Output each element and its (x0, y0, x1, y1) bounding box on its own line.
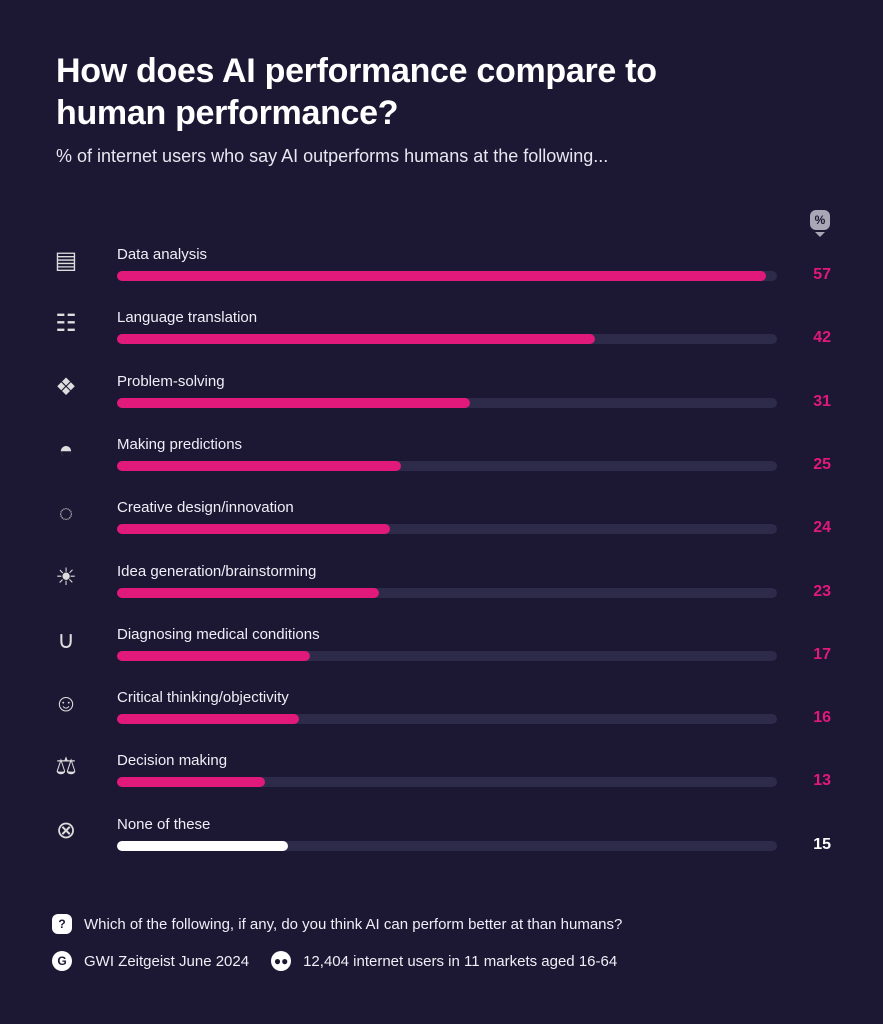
percent-badge: % (810, 210, 830, 237)
gwi-logo-icon: G (52, 951, 72, 971)
bar-value: 15 (813, 835, 831, 853)
bar (117, 334, 595, 345)
puzzle-icon: ❖ (55, 373, 77, 401)
bar-label: Data analysis (117, 246, 208, 263)
bar-track (117, 524, 777, 535)
stethoscope-icon: ∪ (57, 626, 75, 654)
scales-icon: ⚖ (55, 753, 77, 781)
bar-label: None of these (117, 815, 211, 833)
bar-row: ◌ Creative design/innovation 24 (0, 499, 883, 568)
lightbulb-icon: ☀ (55, 563, 77, 591)
bar-row: ❖ Problem-solving 31 (0, 373, 883, 442)
bar-label: Problem-solving (117, 372, 225, 390)
bar (117, 524, 391, 535)
chart-subtitle: % of internet users who say AI outperfor… (56, 146, 609, 166)
bar-row: ⊗ None of these 15 (0, 816, 883, 885)
bar (117, 650, 311, 661)
users-icon: ●● (271, 951, 292, 971)
sample-text: 12,404 internet users in 11 markets aged… (303, 952, 618, 970)
bar-value: 25 (813, 455, 831, 473)
bar (117, 460, 402, 471)
bar-value: 17 (813, 645, 831, 663)
discussion-people-icon: ☺ (53, 690, 79, 718)
bar-track (117, 460, 777, 471)
bar (117, 714, 300, 725)
source-text: GWI Zeitgeist June 2024 (84, 952, 250, 970)
bar-label: Idea generation/brainstorming (117, 562, 317, 580)
bar-value: 31 (813, 392, 831, 410)
crystal-ball-icon: ◓ (58, 436, 74, 464)
bar (117, 777, 265, 788)
bar-track (117, 650, 777, 661)
question-text: Which of the following, if any, do you t… (84, 915, 623, 933)
palette-icon: ◌ (58, 500, 74, 528)
bar-row: ☺ Critical thinking/objectivity 16 (0, 689, 883, 758)
bar (117, 271, 766, 281)
bar-label: Critical thinking/objectivity (117, 689, 289, 707)
bar-label: Decision making (117, 752, 228, 770)
bar-row: ◓ Making predictions 25 (0, 436, 883, 505)
footer-meta: G GWI Zeitgeist June 2024 ●● 12,404 inte… (52, 951, 617, 971)
bar-label: Diagnosing medical conditions (117, 625, 320, 643)
bar-label: Making predictions (117, 435, 243, 453)
bar-row: ▤ Data analysis 57 (0, 246, 883, 315)
close-circle-icon: ⊗ (55, 816, 77, 844)
question-icon: ? (52, 914, 72, 934)
bar-track (117, 397, 777, 408)
bar-label: Language translation (117, 309, 258, 327)
bar-track (117, 271, 777, 281)
bar-track (117, 840, 777, 851)
bar-row: ⚖ Decision making 13 (0, 752, 883, 821)
bar-track (117, 777, 777, 788)
footer-question: ? Which of the following, if any, do you… (52, 914, 622, 934)
bar (117, 397, 470, 408)
bar-value: 24 (813, 519, 831, 537)
bar-value: 57 (813, 266, 831, 283)
bar-label: Creative design/innovation (117, 499, 294, 517)
bar-value: 23 (813, 582, 831, 600)
chart-title: How does AI performance compare to human… (56, 52, 657, 132)
bar-value: 13 (813, 772, 831, 790)
bar-track (117, 334, 777, 345)
bar-row: ☷ Language translation 42 (0, 309, 883, 378)
bar (117, 587, 379, 598)
bar-track (117, 714, 777, 725)
bar-row: ∪ Diagnosing medical conditions 17 (0, 626, 883, 695)
bar-track (117, 587, 777, 598)
dashboard-chart-icon: ▤ (54, 247, 78, 274)
bar-row: ☀ Idea generation/brainstorming 23 (0, 563, 883, 632)
bar (117, 840, 288, 851)
bar-value: 42 (813, 329, 831, 347)
bar-value: 16 (813, 709, 831, 727)
speech-bubble-text-icon: ☷ (55, 310, 77, 338)
